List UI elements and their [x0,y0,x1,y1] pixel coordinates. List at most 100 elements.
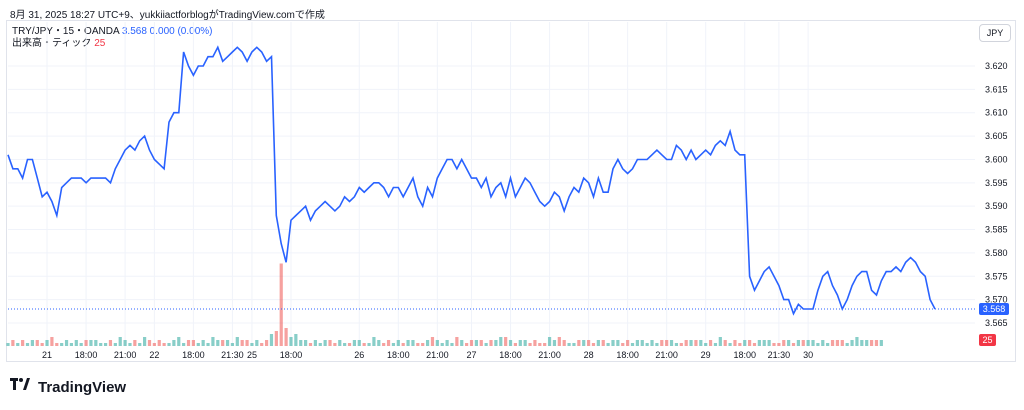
volume-bar [874,340,879,346]
volume-bar [567,343,571,346]
volume-bar [94,340,98,346]
chart-legend: TRY/JPY・15・OANDA 3.568 0.000 (0.00%) 出来高… [12,26,213,50]
volume-bar [289,337,293,346]
volume-bar [738,343,742,346]
volume-bar [323,340,327,346]
volume-bar [718,337,722,346]
x-tick-label: 27 [466,350,476,360]
volume-bar [855,337,859,346]
volume-bar [60,343,64,346]
volume-bar [284,328,288,346]
volume-bar [401,343,405,346]
volume-bar [172,340,176,346]
volume-bar [108,340,113,346]
tradingview-logo[interactable]: TradingView [10,378,126,396]
y-tick-label: 3.595 [985,178,1008,188]
x-tick-label: 21:30 [768,350,791,360]
volume-bar [533,340,537,346]
volume-bar [630,343,635,346]
volume-bar [308,343,313,346]
volume-bar [40,343,44,346]
volume-bar [430,337,435,346]
volume-bar [128,343,132,346]
volume-label[interactable]: 出来高・ティック [12,38,92,49]
volume-bar [577,340,581,346]
volume-bar [411,340,415,346]
volume-bar [728,343,732,346]
x-tick-label: 18:00 [733,350,756,360]
volume-bar [723,340,727,346]
volume-bar [669,340,674,346]
volume-bar [840,340,844,346]
volume-bar [396,340,400,346]
volume-bar [304,340,308,346]
y-tick-label: 3.605 [985,131,1008,141]
x-tick-label: 21:00 [114,350,137,360]
volume-bar [499,337,503,346]
volume-bar [357,340,361,346]
volume-bar [250,343,254,346]
volume-bar [830,340,835,346]
volume-bar [45,340,49,346]
volume-bar [274,331,278,346]
volume-bar [343,343,347,346]
volume-bar [221,340,225,346]
y-tick-label: 3.610 [985,108,1008,118]
volume-bar [186,340,191,346]
volume-bar [660,340,664,346]
symbol-label[interactable]: TRY/JPY・15・OANDA [12,26,120,37]
x-tick-label: 18:00 [75,350,98,360]
volume-bar [538,343,542,346]
volume-bar [89,340,93,346]
volume-bar [821,340,825,346]
currency-button[interactable]: JPY [979,24,1011,42]
price-axis[interactable]: 3.620 3.615 3.610 3.605 3.600 3.595 3.590 3.585… [985,61,1008,328]
volume-bar [611,340,615,346]
volume-bar [372,337,376,346]
y-tick-label: 3.590 [985,201,1008,211]
volume-bar [177,337,181,346]
volume-bar [35,340,39,346]
grid [8,22,975,346]
volume-bar [445,340,449,346]
volume-bar [294,334,298,346]
chart-caption: 8月 31, 2025 18:27 UTC+9、yukkiiactforblog… [10,10,325,21]
volume-bar [167,343,171,346]
volume-bar [123,340,127,346]
volume-bar [484,343,488,346]
volume-bar [11,340,15,346]
volume-bar [767,340,771,346]
volume-bar [382,343,386,346]
volume-bar [655,343,659,346]
volume-bar [733,340,737,346]
volume-tag-text: 25 [982,335,992,345]
time-axis[interactable]: 21 18:00 21:00 22 18:00 21:30 25 18:00 26 18:00 21… [42,350,813,360]
volume-bar [143,337,147,346]
volume-bar [182,343,186,346]
volume-bar [699,340,703,346]
volume-bar [835,340,840,346]
volume-bar [850,340,854,346]
volume-bar [425,340,430,346]
volume-bar [377,340,381,346]
volume-bar [777,343,781,346]
y-tick-label: 3.615 [985,84,1008,94]
x-tick-label: 30 [803,350,813,360]
volume-bar [879,340,883,346]
volume-bar [391,343,396,346]
volume-bar [826,343,830,346]
volume-bar [665,340,669,346]
volume-bar [157,340,161,346]
volume-bar [260,343,264,346]
volume-bar [152,343,156,346]
volume-bar [201,340,205,346]
volume-bar [708,340,713,346]
x-tick-label: 25 [247,350,257,360]
x-tick-label: 26 [354,350,364,360]
volume-bar [469,340,474,346]
x-tick-label: 21:00 [538,350,561,360]
volume-bar [645,343,649,346]
volume-bar [69,343,74,346]
volume-bar [591,343,596,346]
